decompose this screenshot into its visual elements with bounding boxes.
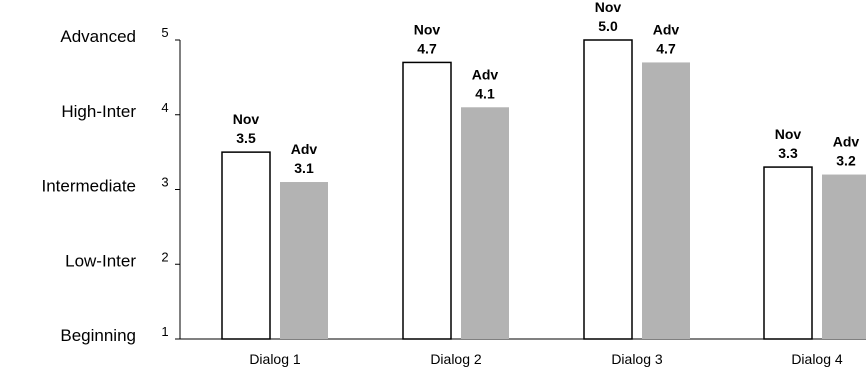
series-name-label: Nov bbox=[595, 0, 622, 15]
data-value-label: 3.1 bbox=[294, 160, 314, 176]
nov-bar-3 bbox=[583, 39, 633, 340]
adv-bar-1 bbox=[280, 182, 328, 339]
y-axis-tick-labels: 1 2 3 4 5 bbox=[161, 25, 180, 340]
y-tick-label: 1 bbox=[161, 324, 168, 339]
x-axis-category-labels: Dialog 1 Dialog 2 Dialog 3 Dialog 4 bbox=[249, 351, 843, 367]
proficiency-level-labels: Beginning Low-Inter Intermediate High-Inter… bbox=[42, 27, 137, 345]
data-value-label: 4.7 bbox=[417, 40, 437, 56]
series-name-label: Adv bbox=[833, 134, 860, 150]
category-label: Dialog 4 bbox=[791, 351, 843, 367]
nov-bar-2 bbox=[402, 61, 452, 340]
adv-bar-4 bbox=[822, 174, 866, 339]
y-tick-label: 2 bbox=[161, 249, 168, 264]
data-value-label: 3.3 bbox=[778, 145, 798, 161]
category-label: Dialog 3 bbox=[611, 351, 663, 367]
adv-bar-3 bbox=[642, 62, 690, 340]
nov-bar-1 bbox=[221, 151, 271, 340]
proficiency-level-label: High-Inter bbox=[61, 102, 136, 121]
proficiency-level-label: Intermediate bbox=[42, 177, 137, 196]
series-name-label: Nov bbox=[775, 126, 802, 142]
series-name-label: Adv bbox=[653, 21, 680, 37]
series-name-label: Adv bbox=[472, 66, 499, 82]
data-value-label: 3.2 bbox=[836, 153, 856, 169]
y-tick-label: 3 bbox=[161, 175, 168, 190]
series-name-label: Nov bbox=[414, 21, 441, 37]
data-value-label: 4.1 bbox=[475, 85, 495, 101]
bar-data-labels: Nov 3.5 Adv 3.1 Nov 4.7 Adv 4.1 Nov 5.0 Adv 4.7 Nov 3… bbox=[233, 0, 860, 176]
data-value-label: 4.7 bbox=[656, 40, 676, 56]
nov-bar-4 bbox=[763, 166, 813, 340]
proficiency-level-label: Low-Inter bbox=[65, 251, 136, 270]
category-label: Dialog 2 bbox=[430, 351, 482, 367]
series-name-label: Nov bbox=[233, 111, 260, 127]
proficiency-level-label: Advanced bbox=[60, 27, 136, 46]
adv-bar-2 bbox=[461, 107, 509, 340]
data-value-label: 3.5 bbox=[236, 130, 256, 146]
y-tick-label: 4 bbox=[161, 100, 168, 115]
bar-series bbox=[221, 39, 866, 340]
y-tick-label: 5 bbox=[161, 25, 168, 40]
proficiency-level-label: Beginning bbox=[60, 326, 136, 345]
series-name-label: Adv bbox=[291, 141, 318, 157]
category-label: Dialog 1 bbox=[249, 351, 301, 367]
data-value-label: 5.0 bbox=[598, 18, 618, 34]
